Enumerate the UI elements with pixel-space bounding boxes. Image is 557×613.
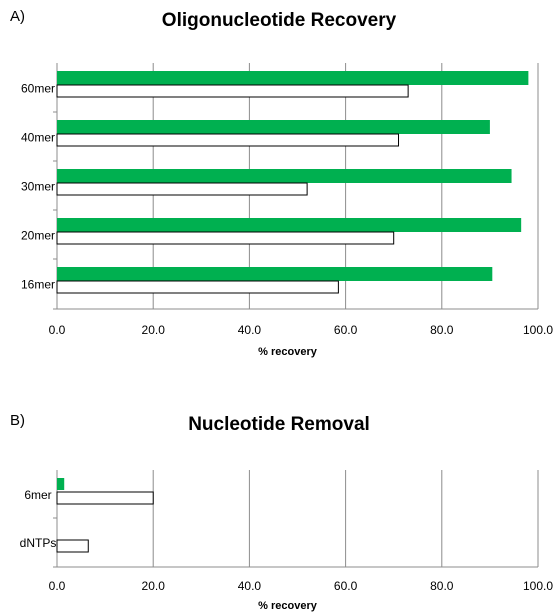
x-tick-label: 100.0 — [523, 323, 553, 337]
x-tick-label: 20.0 — [142, 579, 166, 593]
category-label: 16mer — [21, 278, 55, 292]
bar-white-20mer — [56, 231, 395, 245]
category-label: 6mer — [24, 488, 51, 502]
x-tick-label: 100.0 — [523, 579, 553, 593]
bar-white-6mer — [56, 491, 154, 505]
bar-green-30mer — [57, 169, 512, 183]
x-axis-label: % recovery — [258, 600, 318, 612]
x-axis-label: % recovery — [258, 346, 318, 358]
category-label: 60mer — [21, 82, 55, 96]
bar-green-16mer — [57, 267, 493, 281]
category-label: 40mer — [21, 131, 55, 145]
bar-white-30mer — [56, 182, 308, 196]
bar-white-40mer — [56, 133, 400, 147]
category-label: 20mer — [21, 229, 55, 243]
bar-green-20mer — [57, 218, 522, 232]
bar-white-60mer — [56, 84, 409, 98]
chart-0: 60mer 40mer 30mer 20mer 16mer 0.0 20.0 40.0 60.0… — [21, 63, 553, 358]
x-tick-label: 40.0 — [238, 323, 262, 337]
x-tick-label: 80.0 — [430, 323, 454, 337]
chart-b-title: Nucleotide Removal — [188, 414, 370, 435]
bar-white-dNTPs — [56, 539, 89, 553]
panel-b-label: B) — [10, 412, 25, 429]
category-label: dNTPs — [20, 536, 57, 550]
x-tick-label: 60.0 — [334, 323, 358, 337]
x-tick-label: 40.0 — [238, 579, 262, 593]
chart-1: 6mer dNTPs 0.0 20.0 40.0 60.0 80.0 100.0 % recov… — [20, 470, 553, 612]
category-label: 30mer — [21, 180, 55, 194]
x-tick-label: 0.0 — [49, 579, 66, 593]
panel-a-label: A) — [10, 8, 25, 25]
bar-green-60mer — [57, 71, 529, 85]
x-tick-label: 0.0 — [49, 323, 66, 337]
bar-green-40mer — [57, 120, 490, 134]
bar-green-6mer — [57, 478, 65, 490]
x-tick-label: 80.0 — [430, 579, 454, 593]
x-tick-label: 60.0 — [334, 579, 358, 593]
bar-white-16mer — [56, 280, 339, 294]
chart-a-title: Oligonucleotide Recovery — [161, 10, 397, 31]
x-tick-label: 20.0 — [142, 323, 166, 337]
